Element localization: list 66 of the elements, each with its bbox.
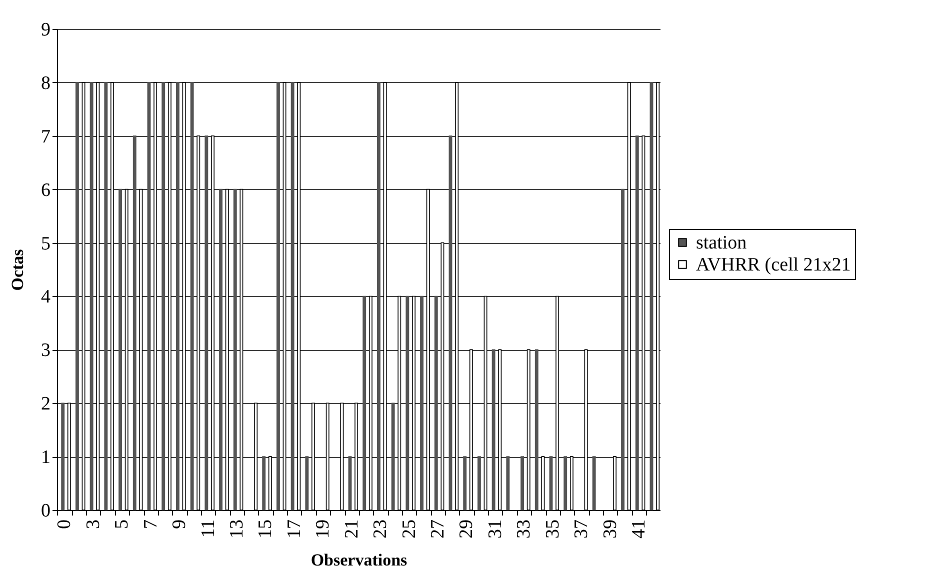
y-tick-label: 1 bbox=[41, 447, 50, 468]
x-tick-label: 23 bbox=[370, 520, 392, 538]
bar bbox=[477, 456, 481, 510]
x-tick-label: 19 bbox=[312, 520, 334, 538]
y-tick-label: 4 bbox=[41, 286, 51, 308]
x-tick-label: 15 bbox=[255, 520, 276, 538]
x-tick-label: 39 bbox=[600, 520, 621, 538]
bar bbox=[406, 296, 410, 510]
bar bbox=[132, 135, 136, 510]
bar bbox=[362, 296, 366, 510]
y-tick-label: 2 bbox=[41, 394, 50, 415]
x-tick-label: 35 bbox=[542, 520, 564, 538]
y-tick-label: 9 bbox=[41, 20, 50, 40]
x-tick-label: 17 bbox=[284, 520, 305, 538]
bar bbox=[61, 402, 65, 510]
bar bbox=[463, 456, 467, 510]
y-tick-label: 8 bbox=[41, 72, 50, 94]
x-tick-label: 27 bbox=[427, 520, 448, 538]
bar bbox=[621, 188, 625, 510]
bar bbox=[492, 349, 496, 510]
x-tick-label: 7 bbox=[140, 520, 162, 529]
y-tick-label: 3 bbox=[41, 340, 50, 362]
x-tick-label: 9 bbox=[169, 520, 190, 529]
legend-label: station bbox=[696, 232, 748, 254]
bar bbox=[434, 296, 438, 510]
y-tick-label: 5 bbox=[41, 233, 50, 254]
x-tick-label: 21 bbox=[341, 520, 362, 538]
x-tick-label: 13 bbox=[226, 520, 248, 538]
x-tick-label: 31 bbox=[484, 520, 506, 538]
bar bbox=[75, 82, 79, 510]
bar bbox=[305, 456, 309, 510]
x-tick-label: 37 bbox=[571, 520, 592, 538]
x-tick-label: 41 bbox=[628, 520, 650, 538]
bar bbox=[90, 82, 94, 510]
bar bbox=[506, 456, 510, 510]
bar bbox=[219, 188, 223, 510]
bar bbox=[233, 188, 237, 510]
bar bbox=[520, 456, 524, 510]
bar bbox=[204, 135, 208, 510]
x-tick-label: 3 bbox=[82, 520, 104, 529]
x-tick-label: 0 bbox=[54, 520, 76, 529]
bar bbox=[190, 82, 194, 510]
bar bbox=[176, 82, 180, 510]
x-tick-label: 25 bbox=[398, 520, 420, 538]
y-tick-label: 7 bbox=[41, 126, 50, 148]
x-tick-label: 5 bbox=[112, 520, 133, 529]
bar bbox=[262, 456, 266, 510]
x-tick-label: 29 bbox=[456, 520, 478, 538]
bar bbox=[420, 296, 424, 510]
bar bbox=[391, 402, 395, 510]
y-tick-label: 6 bbox=[41, 180, 50, 201]
x-tick-label: 33 bbox=[514, 520, 535, 538]
bar bbox=[376, 82, 380, 510]
bar bbox=[592, 456, 596, 510]
bar bbox=[290, 82, 294, 510]
bar bbox=[118, 188, 122, 510]
x-tick-label: 11 bbox=[198, 520, 219, 538]
bar bbox=[276, 82, 280, 510]
x-axis-title: Observations bbox=[310, 550, 408, 570]
bar bbox=[162, 82, 166, 510]
bar bbox=[635, 135, 639, 510]
y-axis-title: Octas bbox=[8, 248, 27, 291]
bar bbox=[104, 82, 108, 510]
legend-label: AVHRR (cell 21x21 bbox=[696, 254, 851, 276]
bar bbox=[534, 349, 538, 510]
bar bbox=[564, 456, 568, 510]
